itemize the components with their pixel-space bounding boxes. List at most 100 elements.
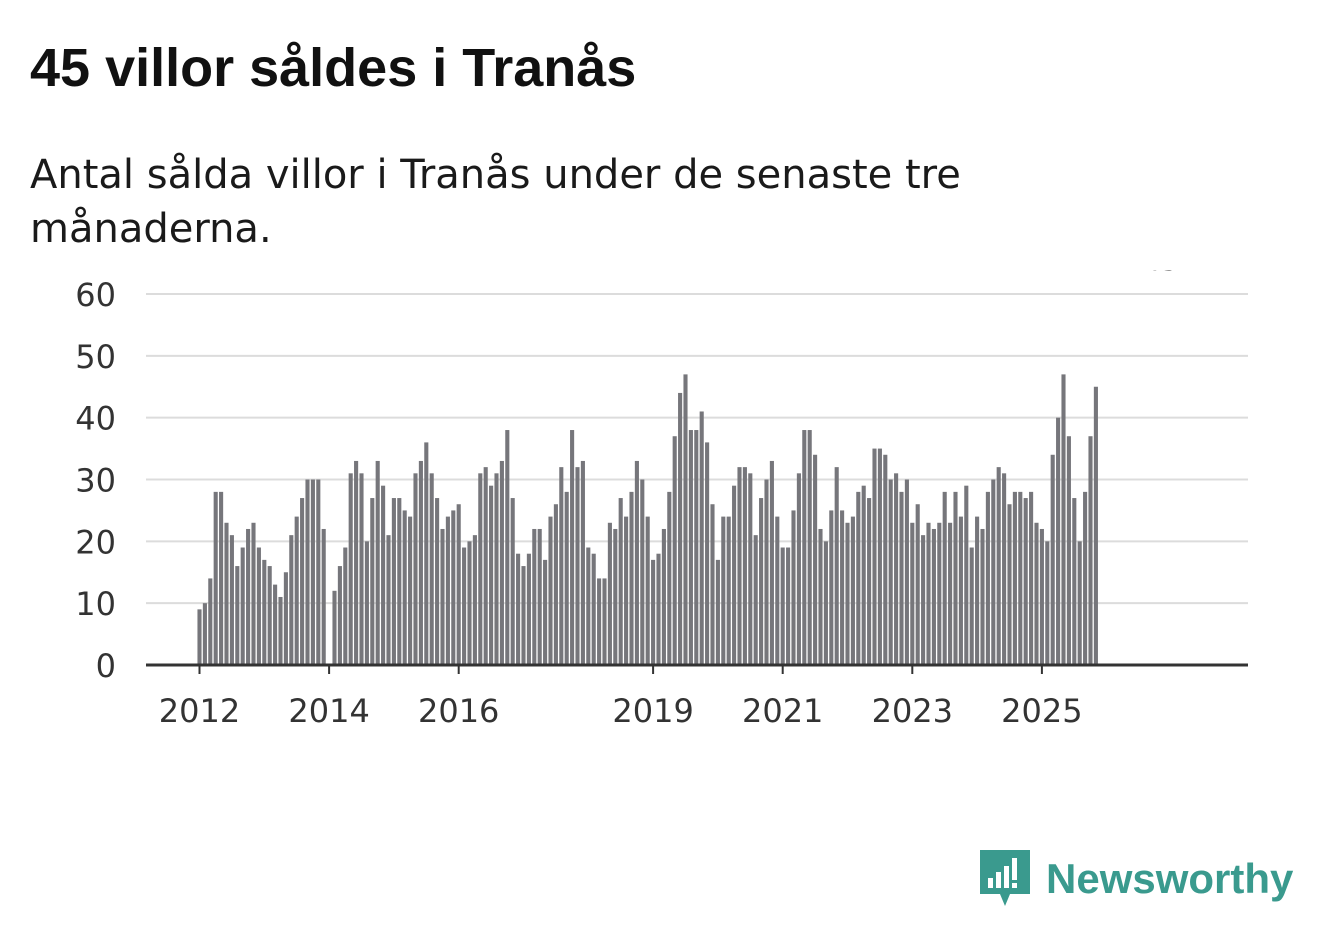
bar (413, 473, 418, 665)
bar (958, 516, 963, 665)
bar (742, 467, 747, 665)
bar (942, 491, 947, 665)
bar (364, 541, 369, 665)
bar (845, 522, 850, 665)
newsworthy-logo-icon (980, 850, 1030, 906)
bar (310, 479, 315, 665)
bar (921, 535, 926, 665)
bar (256, 547, 261, 665)
bar (402, 510, 407, 665)
bar (391, 498, 396, 665)
bar (867, 498, 872, 665)
bar (1083, 491, 1088, 665)
bar (597, 578, 602, 665)
bar (478, 473, 483, 665)
x-tick-label: 2023 (872, 692, 953, 730)
bar (246, 528, 251, 665)
bar (850, 516, 855, 665)
bar (489, 485, 494, 665)
bar (840, 510, 845, 665)
latest-value-label: 45 (1143, 270, 1179, 277)
bar (759, 498, 764, 665)
bar (602, 578, 607, 665)
bar (715, 559, 720, 665)
bar (451, 510, 456, 665)
bar (948, 522, 953, 665)
bar (624, 516, 629, 665)
bar (634, 460, 639, 665)
bar (985, 491, 990, 665)
bar (1056, 417, 1061, 665)
bar (494, 473, 499, 665)
bar (710, 504, 715, 665)
bar (975, 516, 980, 665)
bar (1007, 504, 1012, 665)
bar (586, 547, 591, 665)
bar (537, 528, 542, 665)
bar (856, 491, 861, 665)
y-tick-label: 60 (75, 276, 116, 314)
x-tick-label: 2019 (612, 692, 693, 730)
bar (283, 572, 288, 665)
bar (1093, 386, 1098, 665)
bar (235, 566, 240, 665)
bar (224, 522, 229, 665)
bar (564, 491, 569, 665)
bar (559, 467, 564, 665)
bar (721, 516, 726, 665)
bar (861, 485, 866, 665)
bar (456, 504, 461, 665)
bar (526, 553, 531, 665)
bar (613, 528, 618, 665)
bar (764, 479, 769, 665)
bars (197, 374, 1098, 665)
bar (580, 460, 585, 665)
bar (575, 467, 580, 665)
bar (440, 528, 445, 665)
y-tick-label: 20 (75, 523, 116, 561)
y-tick-label: 40 (75, 400, 116, 438)
newsworthy-logo: Newsworthy (980, 850, 1293, 908)
bar (408, 516, 413, 665)
bar (1077, 541, 1082, 665)
bar (618, 498, 623, 665)
bar (1061, 374, 1066, 665)
chart-subtitle: Antal sålda villor i Tranås under de sen… (30, 152, 961, 252)
bar (683, 374, 688, 665)
bar (667, 491, 672, 665)
bar (780, 547, 785, 665)
bar (570, 430, 575, 665)
bar (629, 491, 634, 665)
bar (370, 498, 375, 665)
bar (1066, 436, 1071, 665)
x-tick-label: 2016 (418, 692, 499, 730)
bar (429, 473, 434, 665)
bar (699, 411, 704, 665)
bar (300, 498, 305, 665)
bar (894, 473, 899, 665)
bar (678, 392, 683, 665)
bar (532, 528, 537, 665)
bar (337, 566, 342, 665)
bar (651, 559, 656, 665)
bar (305, 479, 310, 665)
bar (467, 541, 472, 665)
bar (472, 535, 477, 665)
brand-name: Newsworthy (1046, 855, 1294, 902)
bar (435, 498, 440, 665)
bar (521, 566, 526, 665)
bar (219, 491, 224, 665)
bar (872, 448, 877, 665)
bar (786, 547, 791, 665)
bar (1012, 491, 1017, 665)
bar (737, 467, 742, 665)
bar (888, 479, 893, 665)
bar (769, 460, 774, 665)
bar (645, 516, 650, 665)
bar (1039, 528, 1044, 665)
bar (818, 528, 823, 665)
x-tick-label: 2025 (1001, 692, 1082, 730)
bar (321, 528, 326, 665)
bar (991, 479, 996, 665)
